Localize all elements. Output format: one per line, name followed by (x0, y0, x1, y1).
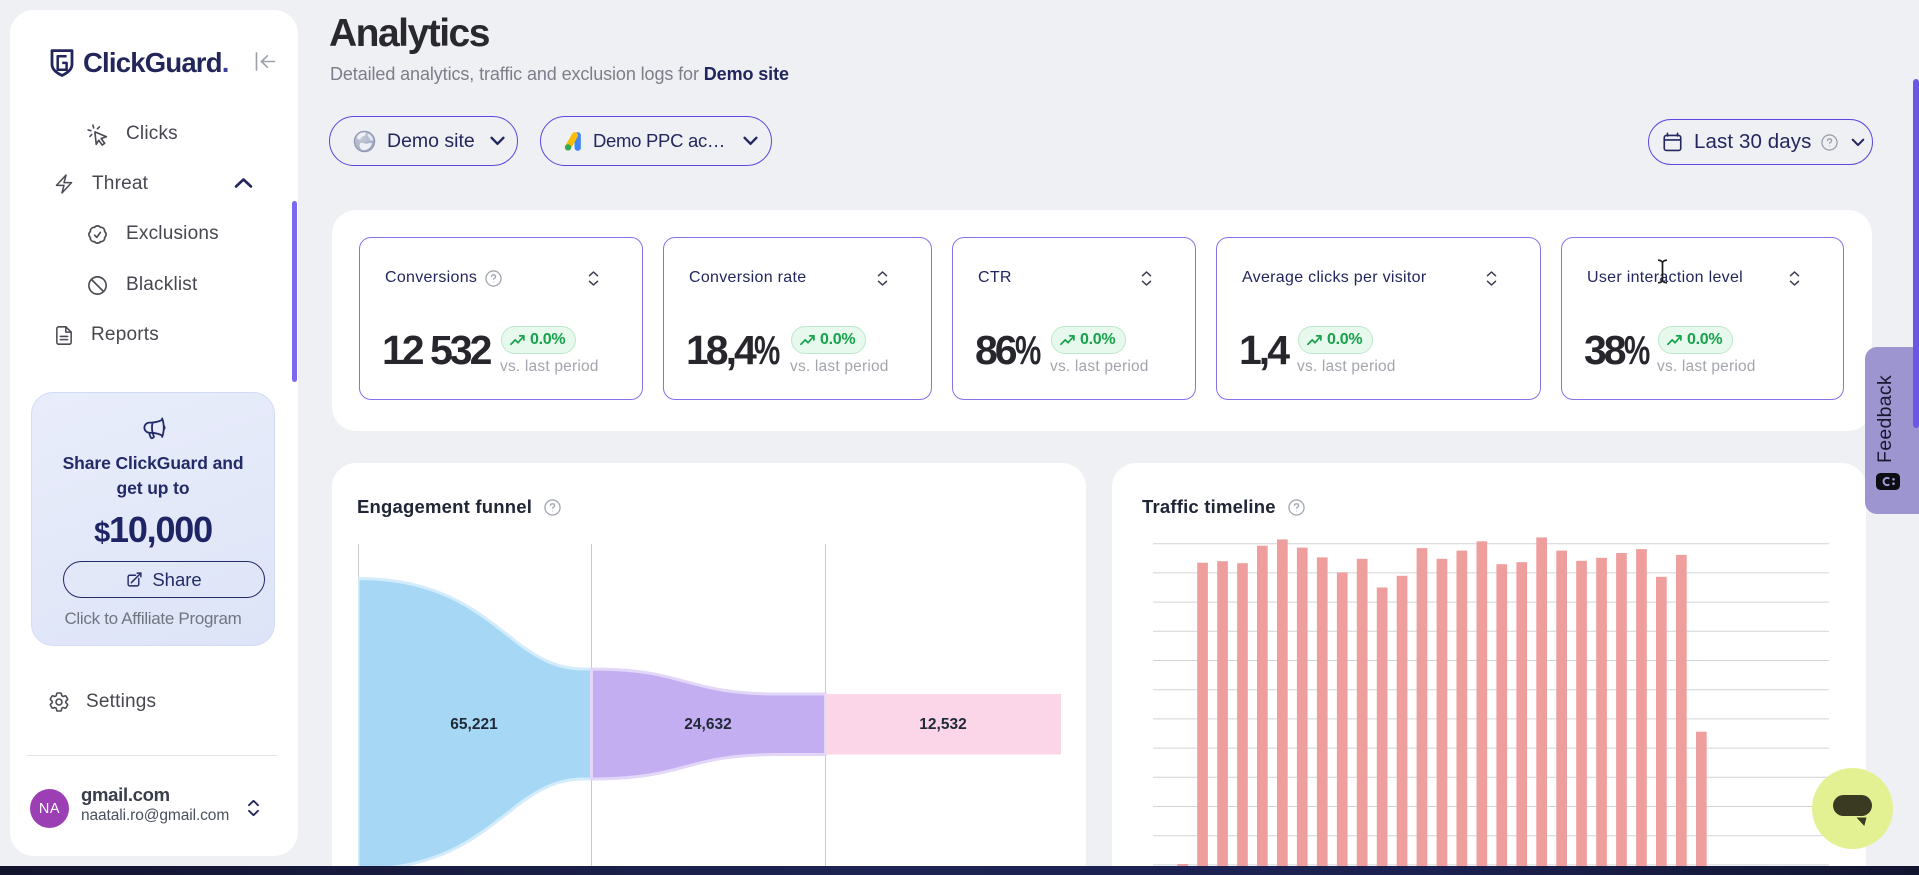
svg-text:12,532: 12,532 (919, 716, 966, 733)
svg-text:24,632: 24,632 (684, 716, 731, 733)
svg-text:65,221: 65,221 (450, 716, 498, 733)
